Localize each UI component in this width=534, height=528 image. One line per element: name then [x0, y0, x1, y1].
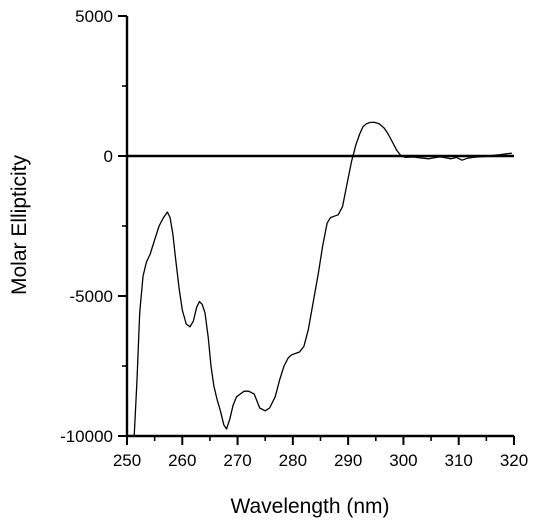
series-layer: [133, 121, 512, 437]
x-tick-label-320: 320: [500, 451, 528, 470]
tick-labels-layer: 250 260 270 280 290 300 310 320 -10000 -5000 0 5000: [60, 7, 528, 470]
y-tick-label-5000: 5000: [75, 7, 113, 26]
x-tick-label-270: 270: [223, 451, 251, 470]
y-tick-label--5000: -5000: [70, 287, 113, 306]
ticks-layer: [118, 15, 515, 445]
x-axis-title: Wavelength (nm): [230, 495, 389, 518]
x-tick-label-290: 290: [334, 451, 362, 470]
y-axis-title: Molar Ellipticity: [8, 154, 31, 295]
y-tick-label--10000: -10000: [60, 427, 113, 446]
y-tick-label-0: 0: [104, 147, 113, 166]
x-tick-label-250: 250: [113, 451, 141, 470]
series-line-1: [133, 121, 512, 437]
axes-layer: [125, 16, 514, 438]
x-tick-label-300: 300: [389, 451, 417, 470]
x-tick-label-280: 280: [279, 451, 307, 470]
x-tick-label-260: 260: [168, 451, 196, 470]
x-tick-label-310: 310: [445, 451, 473, 470]
